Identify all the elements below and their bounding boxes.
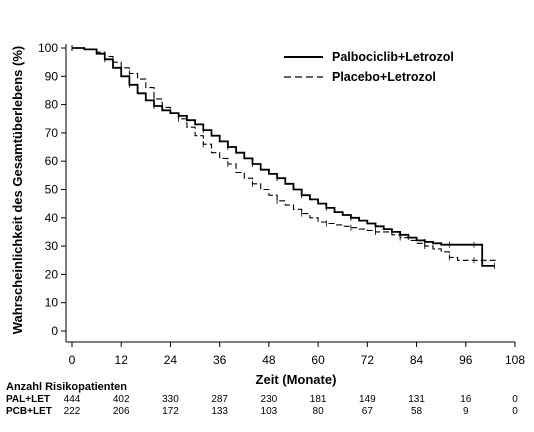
x-tick-label: 60 [311, 353, 325, 367]
risk-value: 103 [261, 406, 278, 417]
risk-value: 131 [408, 394, 425, 405]
axes: 0 10 20 30 40 50 60 70 80 90 100 0 12 24 36 48 60 72 84 96 1… [38, 41, 525, 367]
y-axis-title: Wahrscheinlichkeit des Gesamtüberlebens … [10, 46, 25, 335]
risk-value: 149 [359, 394, 376, 405]
legend: Palbociclib+Letrozol Placebo+Letrozol [284, 50, 454, 84]
risk-value: 222 [64, 406, 81, 417]
y-tick-label: 40 [45, 211, 59, 225]
x-tick-label: 72 [361, 353, 375, 367]
risk-table: PAL+LET 444 402 330 287 230 181 149 131 16 0 PCB+LE… [6, 394, 518, 417]
legend-label-placebo: Placebo+Letrozol [332, 70, 436, 84]
x-tick-label: 84 [410, 353, 424, 367]
risk-value: 67 [362, 406, 374, 417]
risk-value: 230 [261, 394, 278, 405]
risk-value: 133 [211, 406, 228, 417]
x-tick-label: 12 [115, 353, 129, 367]
risk-value: 402 [113, 394, 130, 405]
risk-value: 0 [512, 394, 518, 405]
risk-value: 444 [64, 394, 81, 405]
x-tick-label: 48 [262, 353, 276, 367]
x-tick-label: 36 [213, 353, 227, 367]
legend-label-palbociclib: Palbociclib+Letrozol [332, 50, 454, 64]
risk-value: 206 [113, 406, 130, 417]
x-tick-label: 96 [459, 353, 473, 367]
y-tick-label: 90 [45, 69, 59, 83]
y-tick-label: 80 [45, 98, 59, 112]
y-tick-label: 50 [45, 183, 59, 197]
risk-value: 9 [463, 406, 469, 417]
risk-value: 287 [211, 394, 228, 405]
y-tick-label: 100 [38, 41, 58, 55]
y-tick-label: 0 [51, 324, 58, 338]
risk-value: 330 [162, 394, 179, 405]
risk-value: 16 [460, 394, 472, 405]
y-tick-label: 30 [45, 239, 59, 253]
risk-value: 0 [512, 406, 518, 417]
series-layer [71, 45, 499, 269]
risk-row-label: PAL+LET [6, 394, 50, 405]
y-tick-label: 10 [45, 296, 59, 310]
risk-value: 80 [313, 406, 325, 417]
risk-row-label: PCB+LET [6, 406, 52, 417]
x-tick-label: 0 [69, 353, 76, 367]
y-tick-label: 60 [45, 154, 59, 168]
risk-value: 172 [162, 406, 179, 417]
x-tick-label: 108 [505, 353, 525, 367]
y-tick-label: 70 [45, 126, 59, 140]
risk-value: 58 [411, 406, 423, 417]
x-axis-title: Zeit (Monate) [256, 372, 337, 387]
risk-value: 181 [310, 394, 327, 405]
x-tick-label: 24 [164, 353, 178, 367]
y-tick-label: 20 [45, 267, 59, 281]
risk-table-title: Anzahl Risikopatienten [6, 381, 127, 393]
